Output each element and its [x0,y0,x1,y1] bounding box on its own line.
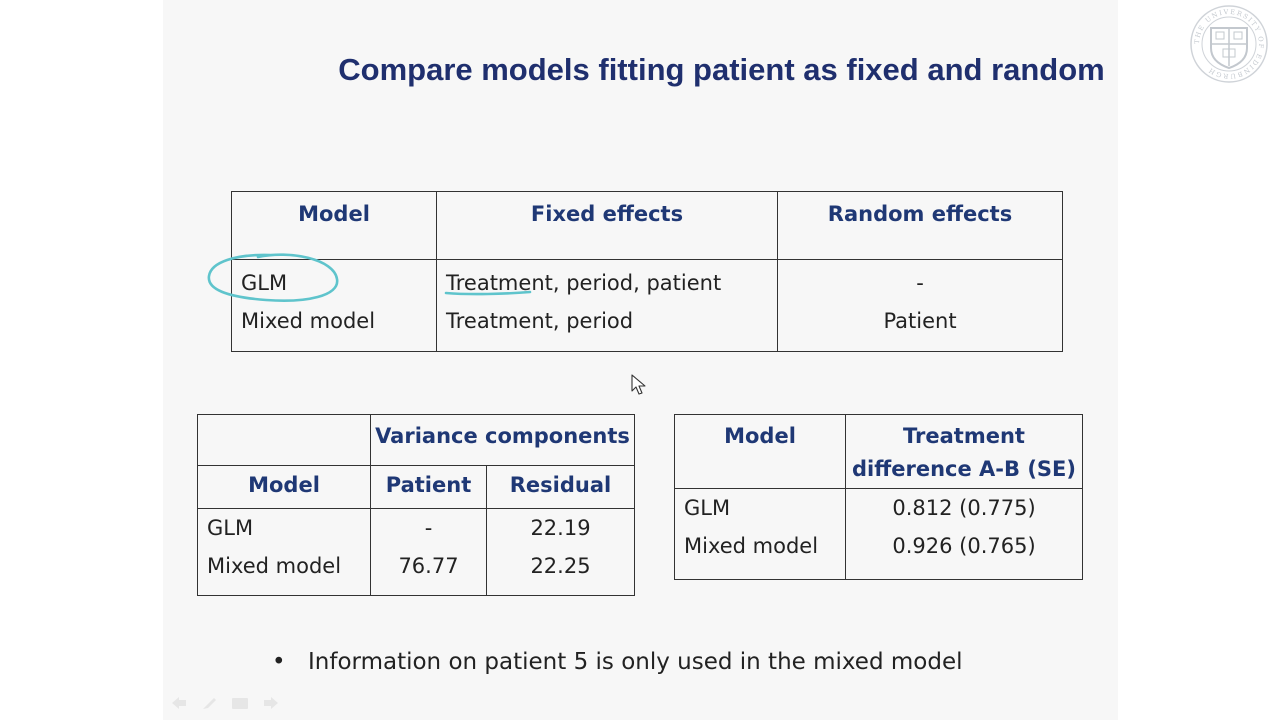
model-names-cell: GLM Mixed model [231,259,437,352]
pen-icon[interactable] [203,698,216,709]
header-treatment-difference: Treatment difference A-B (SE) [845,414,1083,489]
header-random-effects: Random effects [777,191,1063,260]
empty-header-cell [197,414,371,466]
header-patient: Patient [370,465,487,509]
model-names-cell: GLM Mixed model [197,508,371,596]
models-table-body-row: GLM Mixed model Treatment, period, patie… [231,259,1063,352]
menu-icon[interactable] [232,698,248,709]
treatment-body-row: GLM Mixed model 0.812 (0.775) 0.926 (0.7… [674,488,1083,580]
treatment-difference-value: 0.812 (0.775) [892,496,1036,520]
model-name: Mixed model [241,309,376,333]
treatment-difference-value: 0.926 (0.765) [892,534,1036,558]
bullet-point: • Information on patient 5 is only used i… [272,649,963,675]
treatment-header-row: Model Treatment difference A-B (SE) [674,414,1083,489]
model-name: GLM [207,516,254,540]
residual-variance-value: 22.25 [530,554,591,578]
header-model: Model [674,414,846,489]
fixed-effects-cell: Treatment, period, patient Treatment, pe… [436,259,778,352]
model-names-cell: GLM Mixed model [674,488,846,580]
patient-variance-value: 76.77 [398,554,459,578]
residual-variance-cell: 22.19 22.25 [486,508,635,596]
mouse-cursor-icon [631,374,646,395]
random-effects-value: Patient [883,309,957,333]
models-table-header-row: Model Fixed effects Random effects [231,191,1063,260]
arrow-left-icon[interactable] [172,697,186,709]
model-name: Mixed model [207,554,342,578]
header-variance-components: Variance components [370,414,635,466]
random-effects-cell: - Patient [777,259,1063,352]
header-model: Model [197,465,371,509]
model-name: GLM [241,271,288,295]
bullet-text: Information on patient 5 is only used in… [308,649,963,675]
patient-variance-value: - [424,516,433,540]
residual-variance-value: 22.19 [530,516,591,540]
left-margin [0,0,163,720]
variance-header-row: Model Patient Residual [197,465,635,509]
arrow-right-icon[interactable] [264,697,278,709]
patient-variance-cell: - 76.77 [370,508,487,596]
variance-group-header-row: Variance components [197,414,635,466]
header-residual: Residual [486,465,635,509]
right-margin [1118,0,1280,720]
slide-nav-controls[interactable] [170,694,282,712]
fixed-effects-value: Treatment, period, patient [446,271,722,295]
fixed-effects-value: Treatment, period [446,309,634,333]
header-fixed-effects: Fixed effects [436,191,778,260]
treatment-difference-table: Model Treatment difference A-B (SE) GLM … [674,414,1083,580]
random-effects-value: - [916,271,924,295]
bullet-dot: • [272,649,286,675]
model-name: GLM [684,496,731,520]
model-name: Mixed model [684,534,819,558]
treatment-difference-cell: 0.812 (0.775) 0.926 (0.765) [845,488,1083,580]
variance-components-table: Variance components Model Patient Residu… [197,414,635,596]
variance-body-row: GLM Mixed model - 76.77 22.19 22.25 [197,508,635,596]
slide-canvas [163,0,1118,720]
models-table: Model Fixed effects Random effects GLM M… [231,191,1063,352]
slide-title: Compare models fitting patient as fixed … [338,52,1105,87]
header-model: Model [231,191,437,260]
university-crest-icon: THE UNIVERSITY OF EDINBURGH [1190,5,1268,83]
